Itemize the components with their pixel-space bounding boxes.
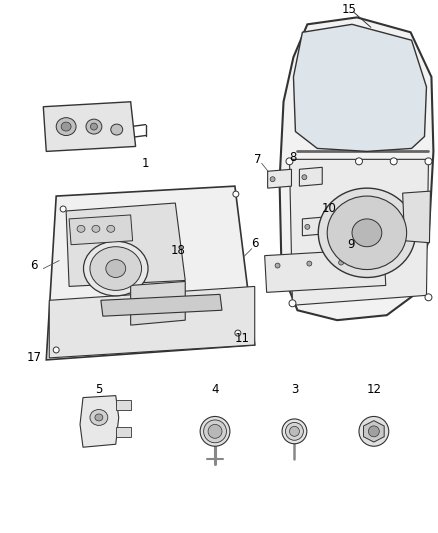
Ellipse shape — [359, 416, 389, 446]
Ellipse shape — [286, 158, 293, 165]
Ellipse shape — [352, 219, 382, 247]
Ellipse shape — [90, 247, 141, 290]
Polygon shape — [66, 203, 185, 286]
Polygon shape — [46, 186, 255, 360]
Ellipse shape — [356, 158, 363, 165]
Polygon shape — [364, 421, 384, 442]
Text: 12: 12 — [366, 383, 381, 396]
Ellipse shape — [425, 294, 432, 301]
Ellipse shape — [92, 225, 100, 232]
Polygon shape — [49, 286, 255, 358]
Polygon shape — [268, 169, 291, 188]
Ellipse shape — [318, 188, 416, 278]
Text: 6: 6 — [31, 259, 38, 272]
Ellipse shape — [204, 420, 226, 443]
Ellipse shape — [200, 416, 230, 446]
Text: 18: 18 — [171, 244, 186, 257]
Text: 7: 7 — [254, 153, 261, 166]
Ellipse shape — [339, 260, 343, 265]
Ellipse shape — [90, 123, 97, 130]
Ellipse shape — [282, 419, 307, 444]
Ellipse shape — [307, 261, 312, 266]
Ellipse shape — [390, 158, 397, 165]
Polygon shape — [43, 102, 136, 151]
Ellipse shape — [327, 196, 406, 270]
Polygon shape — [293, 25, 427, 151]
Text: 3: 3 — [291, 383, 298, 396]
Ellipse shape — [275, 263, 280, 268]
Ellipse shape — [53, 347, 59, 353]
Ellipse shape — [233, 191, 239, 197]
Ellipse shape — [208, 424, 222, 438]
Polygon shape — [403, 191, 431, 243]
Ellipse shape — [86, 119, 102, 134]
Ellipse shape — [61, 122, 71, 131]
Polygon shape — [300, 167, 322, 186]
Ellipse shape — [425, 158, 432, 165]
Polygon shape — [116, 400, 131, 409]
Ellipse shape — [289, 300, 296, 307]
Polygon shape — [265, 249, 386, 293]
Polygon shape — [279, 18, 434, 320]
Ellipse shape — [235, 330, 241, 336]
Ellipse shape — [286, 423, 304, 440]
Text: 9: 9 — [347, 238, 355, 251]
Ellipse shape — [90, 409, 108, 425]
Text: 5: 5 — [95, 383, 102, 396]
Text: 4: 4 — [211, 383, 219, 396]
Ellipse shape — [60, 206, 66, 212]
Ellipse shape — [84, 241, 148, 296]
Ellipse shape — [95, 414, 103, 421]
Ellipse shape — [77, 225, 85, 232]
Text: 8: 8 — [289, 151, 296, 164]
Polygon shape — [69, 215, 133, 245]
Text: 6: 6 — [251, 237, 258, 250]
Polygon shape — [290, 159, 428, 305]
Ellipse shape — [290, 426, 300, 437]
Ellipse shape — [302, 175, 307, 180]
Ellipse shape — [368, 426, 379, 437]
Ellipse shape — [56, 118, 76, 135]
Polygon shape — [131, 281, 185, 325]
Polygon shape — [302, 217, 325, 236]
Text: 15: 15 — [342, 3, 357, 16]
Text: 10: 10 — [322, 203, 337, 215]
Text: 1: 1 — [142, 157, 149, 170]
Text: 17: 17 — [27, 351, 42, 365]
Ellipse shape — [368, 259, 373, 264]
Ellipse shape — [270, 177, 275, 182]
Polygon shape — [101, 294, 222, 316]
Polygon shape — [116, 427, 131, 437]
Text: 11: 11 — [234, 332, 249, 344]
Ellipse shape — [305, 224, 310, 229]
Ellipse shape — [111, 124, 123, 135]
Polygon shape — [80, 395, 119, 447]
Ellipse shape — [106, 260, 126, 278]
Ellipse shape — [107, 225, 115, 232]
